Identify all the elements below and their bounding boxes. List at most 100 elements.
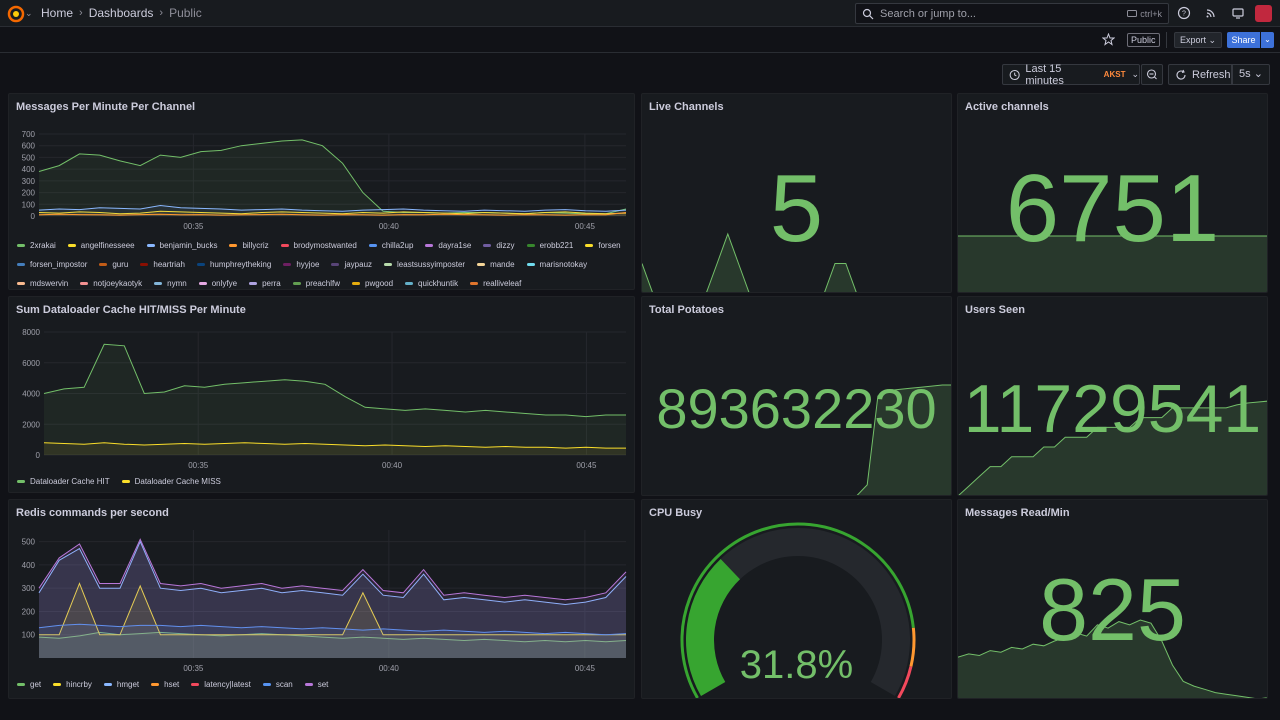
- legend-label: humphreytheking: [209, 259, 272, 269]
- legend-item[interactable]: leastsussyimposter: [384, 258, 465, 270]
- monitor-icon[interactable]: [1231, 6, 1245, 20]
- sparkline: [642, 232, 857, 292]
- legend-label: scan: [275, 680, 293, 689]
- stat-value: 5: [769, 155, 824, 262]
- legend-item[interactable]: pwgood: [352, 277, 393, 289]
- legend-item[interactable]: quickhuntik: [405, 277, 458, 289]
- legend-item[interactable]: onlyfye: [198, 277, 237, 289]
- breadcrumb-home[interactable]: Home: [41, 6, 74, 20]
- legend-item[interactable]: hincrby: [53, 680, 92, 689]
- legend-label: brodymostwanted: [293, 240, 357, 250]
- help-icon[interactable]: ?: [1177, 6, 1191, 20]
- zoom-out-button[interactable]: [1141, 64, 1163, 85]
- legend-item[interactable]: nymn: [154, 277, 187, 289]
- panel-messages-per-minute[interactable]: Messages Per Minute Per Channel 0 100 200 3…: [8, 93, 635, 290]
- sparkline-area: [857, 385, 951, 495]
- legend-item[interactable]: marisnotokay: [526, 258, 587, 270]
- sparkline-area: [958, 236, 1267, 292]
- grafana-logo-icon[interactable]: [7, 5, 25, 23]
- legend-item[interactable]: benjamin_bucks: [146, 239, 217, 251]
- legend-swatch: [80, 281, 89, 285]
- legend-item[interactable]: dayra1se: [425, 239, 471, 251]
- legend-item[interactable]: mdswervin: [17, 277, 68, 289]
- share-dropdown-button[interactable]: ⌄: [1261, 32, 1274, 48]
- legend-item[interactable]: billycriz: [229, 239, 269, 251]
- panel-total-potatoes[interactable]: Total Potatoes 893632230: [641, 296, 952, 496]
- legend-swatch: [121, 480, 130, 483]
- chart-legend: 2xrakai angelfinesseee benjamin_bucks billy…: [17, 239, 627, 289]
- legend-item[interactable]: brodymostwanted: [280, 239, 357, 251]
- legend-swatch: [196, 262, 205, 266]
- legend-item[interactable]: Dataloader Cache MISS: [121, 477, 221, 486]
- panel-active-channels[interactable]: Active channels 6751: [957, 93, 1268, 293]
- top-icons: ?: [1177, 6, 1245, 20]
- refresh-label: Refresh: [1192, 68, 1231, 81]
- legend-swatch: [99, 262, 108, 266]
- series-area: [39, 541, 626, 658]
- legend-item[interactable]: forsen: [585, 239, 621, 251]
- legend-item[interactable]: mande: [477, 258, 515, 270]
- legend-label: dizzy: [496, 240, 515, 250]
- legend-item[interactable]: scan: [262, 680, 293, 689]
- export-button[interactable]: Export ⌄: [1174, 32, 1223, 48]
- legend-item[interactable]: realliveleaf: [470, 277, 521, 289]
- legend-swatch: [304, 683, 313, 686]
- star-icon[interactable]: [1102, 33, 1115, 46]
- sparkline: [856, 384, 951, 495]
- legend-item[interactable]: notjoeykaotyk: [80, 277, 142, 289]
- legend-item[interactable]: perra: [249, 277, 281, 289]
- legend-label: preachlfw: [305, 278, 341, 288]
- chevron-right-icon: ›: [159, 7, 164, 19]
- panel-title: Sum Dataloader Cache HIT/MISS Per Minute: [16, 304, 246, 316]
- legend-item[interactable]: set: [304, 680, 328, 689]
- sparkline-line: [958, 619, 1267, 698]
- legend-label: hset: [164, 680, 180, 689]
- legend-swatch: [331, 262, 340, 266]
- legend-item[interactable]: preachlfw: [292, 277, 341, 289]
- gauge-threshold-green: [680, 522, 915, 698]
- y-tick-label: 2000: [22, 420, 40, 429]
- x-tick-label: 00:45: [575, 664, 596, 673]
- legend-swatch: [526, 243, 535, 247]
- refresh-interval-select[interactable]: 5s ⌄: [1232, 64, 1270, 85]
- refresh-icon: [1176, 69, 1186, 80]
- legend-item[interactable]: 2xrakai: [17, 239, 56, 251]
- legend-item[interactable]: hset: [151, 680, 179, 689]
- y-tick-label: 200: [22, 189, 36, 198]
- legend-item[interactable]: erobb221: [526, 239, 573, 251]
- rss-feed-icon[interactable]: [1204, 6, 1218, 20]
- panel-redis-commands[interactable]: Redis commands per second 100 200 300 400 50…: [8, 499, 635, 699]
- legend-swatch: [17, 262, 25, 266]
- chevron-down-icon[interactable]: ⌄: [25, 8, 33, 18]
- legend-item[interactable]: heartriah: [140, 258, 185, 270]
- legend-item[interactable]: humphreytheking: [196, 258, 272, 270]
- avatar[interactable]: [1255, 5, 1272, 22]
- legend-item[interactable]: jaypauz: [331, 258, 372, 270]
- legend-item[interactable]: get: [17, 680, 41, 689]
- legend-label: mande: [490, 259, 515, 269]
- panel-users-seen[interactable]: Users Seen 11729541: [957, 296, 1268, 496]
- legend-item[interactable]: hmget: [103, 680, 139, 689]
- legend-item[interactable]: chilla2up: [368, 239, 413, 251]
- legend-swatch: [470, 281, 479, 285]
- legend-swatch: [280, 243, 289, 247]
- chart-legend: Dataloader Cache HIT Dataloader Cache MIS…: [17, 477, 627, 486]
- legend-item[interactable]: guru: [99, 258, 128, 270]
- refresh-button[interactable]: Refresh: [1168, 64, 1232, 85]
- time-range-picker[interactable]: Last 15 minutes AKST ⌄: [1002, 63, 1140, 87]
- legend-item[interactable]: forsen_impostor: [17, 258, 87, 270]
- panel-dataloader-cache[interactable]: Sum Dataloader Cache HIT/MISS Per Minute…: [8, 296, 635, 493]
- panel-live-channels[interactable]: Live Channels 5: [641, 93, 952, 293]
- legend-item[interactable]: Dataloader Cache HIT: [17, 477, 110, 486]
- legend-swatch: [198, 281, 207, 285]
- legend-item[interactable]: dizzy: [483, 239, 515, 251]
- panel-cpu-busy[interactable]: CPU Busy 31.8%: [641, 499, 952, 699]
- legend-item[interactable]: angelfinesseee: [67, 239, 135, 251]
- search-input[interactable]: Search or jump to... ctrl+k: [855, 3, 1169, 24]
- legend-item[interactable]: latency|latest: [191, 680, 251, 689]
- x-tick-label: 00:45: [576, 461, 597, 470]
- share-button[interactable]: Share: [1227, 32, 1260, 48]
- panel-messages-read[interactable]: Messages Read/Min 825: [957, 499, 1268, 699]
- breadcrumb-dashboards[interactable]: Dashboards: [88, 6, 154, 20]
- legend-item[interactable]: hyyjoe: [283, 258, 319, 270]
